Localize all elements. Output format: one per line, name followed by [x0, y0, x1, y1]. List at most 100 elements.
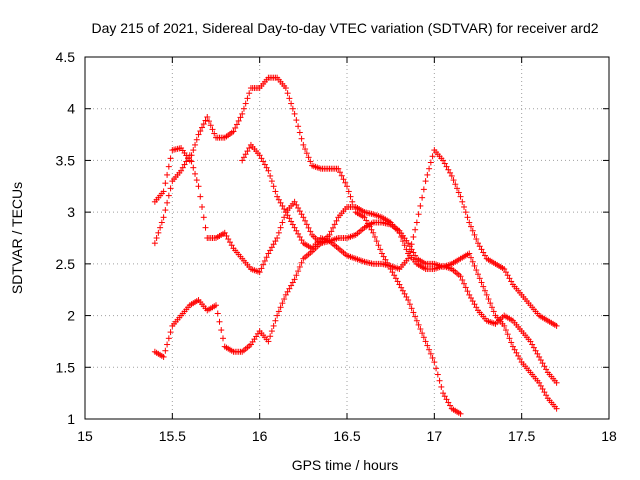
data-point	[270, 241, 277, 248]
data-point	[267, 333, 274, 340]
data-point	[289, 279, 296, 286]
data-point	[468, 294, 475, 301]
data-point	[338, 172, 345, 179]
data-point	[410, 233, 417, 240]
data-point	[272, 238, 279, 245]
data-point	[469, 298, 476, 305]
data-point	[258, 265, 265, 272]
series-track-4	[239, 141, 560, 329]
data-point	[377, 246, 384, 253]
data-point	[466, 219, 473, 226]
data-point	[468, 223, 475, 230]
y-tick-label: 1.5	[56, 359, 76, 375]
data-point	[275, 229, 282, 236]
data-point	[487, 300, 494, 307]
data-point	[420, 334, 427, 341]
data-point	[485, 296, 492, 303]
data-point	[553, 379, 560, 386]
data-point	[232, 124, 239, 131]
data-point	[405, 255, 412, 262]
data-point	[293, 201, 300, 208]
data-point	[298, 259, 305, 266]
data-point	[326, 231, 333, 238]
data-point	[239, 157, 246, 164]
data-point	[190, 147, 197, 154]
data-point	[410, 309, 417, 316]
data-point	[284, 90, 291, 97]
data-point	[337, 169, 344, 176]
data-point	[481, 287, 488, 294]
data-point	[303, 150, 310, 157]
data-point	[268, 178, 275, 185]
data-point	[394, 278, 401, 285]
data-point	[398, 284, 405, 291]
data-point	[440, 157, 447, 164]
data-point	[286, 95, 293, 102]
data-point	[164, 341, 171, 348]
x-tick-label: 18	[601, 428, 617, 444]
data-point	[445, 166, 452, 173]
axis-ticks: 15 15.5 16 16.5 17 17.5 18 1 1.5 2 2.5 3 3.5 4 4.5	[56, 49, 617, 444]
data-point	[153, 235, 160, 241]
data-point	[515, 352, 522, 359]
data-point	[300, 141, 307, 148]
data-point	[527, 338, 534, 345]
data-point	[291, 110, 298, 117]
data-point	[541, 389, 548, 396]
data-point	[471, 301, 478, 308]
data-point	[164, 199, 171, 206]
data-point	[345, 188, 352, 195]
data-point	[347, 193, 354, 200]
data-point	[162, 207, 169, 214]
data-point	[408, 305, 415, 312]
data-point	[206, 118, 213, 125]
data-point	[178, 167, 185, 174]
data-point	[295, 230, 302, 237]
data-point	[186, 152, 193, 159]
data-point	[298, 135, 305, 142]
data-point	[443, 396, 450, 403]
x-tick-label: 17	[427, 428, 443, 444]
data-point	[410, 249, 417, 256]
data-point	[401, 242, 408, 249]
data-point	[483, 291, 490, 298]
data-point	[193, 177, 200, 184]
data-point	[424, 171, 431, 178]
data-point	[373, 238, 380, 245]
data-point	[454, 185, 461, 192]
data-point	[553, 322, 560, 329]
data-point	[307, 158, 314, 165]
data-point	[213, 302, 219, 309]
data-point	[188, 158, 195, 165]
data-point	[233, 121, 240, 128]
data-point	[447, 169, 454, 176]
data-point	[296, 233, 303, 240]
data-point	[441, 393, 448, 400]
data-point	[473, 304, 480, 311]
data-point	[200, 214, 207, 221]
data-point	[502, 269, 509, 276]
data-point	[192, 170, 199, 177]
data-point	[183, 158, 190, 165]
data-point	[165, 192, 172, 199]
y-tick-label: 3.5	[56, 152, 76, 168]
data-point	[413, 317, 420, 324]
data-point	[256, 152, 263, 159]
data-point	[429, 153, 436, 160]
data-point	[501, 322, 508, 329]
data-point	[240, 154, 247, 161]
data-point	[162, 180, 169, 187]
data-point	[504, 272, 511, 279]
data-point	[455, 189, 462, 196]
data-point	[293, 117, 300, 124]
data-point	[375, 242, 382, 249]
data-point	[239, 110, 246, 117]
data-point	[461, 203, 468, 210]
data-point	[443, 163, 450, 170]
data-point	[291, 224, 298, 231]
data-point	[230, 128, 237, 135]
data-point	[462, 284, 469, 291]
data-point	[193, 136, 200, 143]
data-point	[464, 214, 471, 221]
